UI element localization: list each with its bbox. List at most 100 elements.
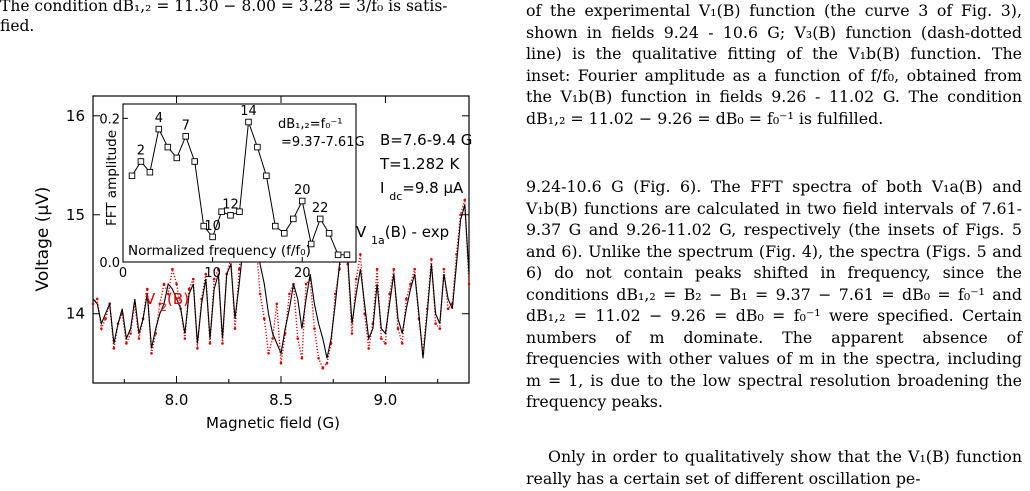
inset-fft-point — [128, 172, 136, 180]
v2-point — [258, 292, 262, 296]
series-v1a-line — [92, 189, 470, 359]
inset-y-label: FFT amplitude — [104, 130, 120, 226]
inset-y-tick-label: 0.2 — [99, 112, 120, 127]
v2-point — [104, 317, 107, 321]
inset-fft-point — [325, 230, 333, 237]
inset-fft-point — [290, 215, 297, 223]
y-tick-label: 16 — [66, 107, 85, 125]
inset-fft-point — [281, 230, 288, 237]
v2-point — [162, 282, 166, 286]
v2-point — [400, 342, 404, 345]
main-ticks: 8.0 8.5 9.0 14 15 16 — [66, 96, 469, 409]
v2-point — [263, 317, 266, 321]
left-text-fragment: The condition dB₁,₂ = 11.30 − 8.00 = 3.2… — [0, 0, 470, 36]
v2-point — [192, 277, 195, 281]
v2-point — [183, 337, 187, 340]
v2-point — [325, 361, 329, 365]
v2-point — [442, 267, 446, 271]
v2-point — [187, 287, 191, 291]
v2-point — [208, 342, 212, 345]
v2-point — [221, 342, 224, 345]
v2-point — [413, 267, 417, 271]
right-column: of the experimental V₁(B) function (the … — [526, 0, 1022, 491]
v2-point — [175, 282, 178, 286]
inset-x-tick-label: 0 — [119, 266, 127, 281]
inset-fft-point — [343, 251, 351, 259]
fragment-line-2: fied. — [0, 17, 35, 35]
inset-peak-label: 4 — [155, 111, 163, 126]
inset-peak-label: 2 — [137, 144, 145, 159]
v2-point — [125, 342, 128, 345]
v2-point — [100, 327, 103, 330]
inset-fft-point — [164, 143, 172, 151]
inset-fft-point — [173, 154, 181, 162]
v2-point — [212, 277, 216, 281]
v2-point — [359, 253, 362, 256]
inset-peak-label: 12 — [222, 197, 239, 212]
v2-point — [375, 267, 379, 271]
inset-fft-point — [236, 208, 243, 215]
inset-fft-point — [316, 215, 324, 223]
v2-point — [288, 292, 291, 296]
inset-annotation-2: =9.37-7.61G — [281, 135, 365, 150]
inset-x-label: Normalized frequency (f/f₀) — [128, 243, 311, 259]
v2-point — [237, 267, 241, 271]
inset-peak-label: 22 — [312, 201, 329, 216]
inset-x-tick-label: 20 — [294, 266, 311, 281]
y-tick-label: 15 — [66, 206, 85, 224]
v2-point — [217, 267, 220, 271]
v2-point — [313, 327, 316, 330]
x-tick-label: 8.0 — [165, 391, 189, 409]
figure: 8.0 8.5 9.0 14 15 16 Voltage (μV) Magnetic fi… — [33, 95, 472, 432]
v2-point — [467, 282, 471, 286]
v2-point — [129, 332, 132, 335]
v2-point — [171, 267, 174, 271]
v2-point — [196, 347, 199, 350]
inset-fft-point — [263, 172, 270, 180]
v2-point — [409, 282, 412, 286]
inset-peak-label: 10 — [204, 219, 221, 234]
figure-caption-text: of the experimental V₁(B) function (the … — [526, 1, 1022, 128]
v2-point — [146, 287, 149, 291]
v2-point — [463, 198, 467, 202]
v2-point — [354, 277, 358, 281]
body-paragraph-1: 9.24-10.6 G (Fig. 6). The FFT spectra of… — [526, 177, 1022, 411]
condition-temperature: T=1.282 K — [379, 155, 460, 173]
v2-point — [434, 322, 437, 325]
inset-fft-point — [182, 133, 189, 140]
v2-point — [396, 327, 400, 330]
inset-fft-point — [200, 222, 207, 230]
left-column: The condition dB₁,₂ = 11.30 − 8.00 = 3.2… — [0, 0, 490, 491]
v2-point — [267, 352, 270, 355]
inset-fft-point — [307, 240, 315, 248]
v2-point — [95, 297, 99, 301]
v2-point — [321, 366, 325, 370]
v2-point — [367, 347, 371, 350]
inset-peak-label: 20 — [294, 183, 311, 198]
inset-y-tick-label: 0.0 — [99, 256, 120, 271]
v2-point — [405, 297, 408, 301]
v2-point — [204, 272, 208, 276]
condition-current: I dc=9.8 μA — [380, 179, 464, 203]
x-tick-label: 9.0 — [374, 391, 398, 409]
v2-point — [384, 342, 387, 345]
fragment-line-1: The condition dB₁,₂ = 11.30 − 8.00 = 3.2… — [0, 0, 448, 15]
v2-point — [91, 302, 95, 306]
v2-point — [317, 357, 320, 360]
v2-point — [112, 347, 116, 350]
v2-point — [380, 337, 383, 340]
v2-point — [430, 258, 433, 261]
v2-point — [275, 302, 279, 306]
y-axis-label: Voltage (μV) — [33, 187, 53, 292]
inset-fft-point — [209, 233, 216, 241]
inset-fft-point — [218, 208, 225, 215]
v2-point — [388, 292, 391, 296]
v2-point — [150, 352, 153, 355]
v2-point — [296, 337, 300, 340]
body-paragraph-2: Only in order to qualitatively show that… — [526, 447, 1022, 488]
v2-point — [350, 332, 354, 335]
v2-point — [158, 302, 162, 306]
v2-point — [300, 357, 304, 360]
inset-fft-point — [272, 222, 279, 230]
v2-point — [271, 337, 274, 340]
